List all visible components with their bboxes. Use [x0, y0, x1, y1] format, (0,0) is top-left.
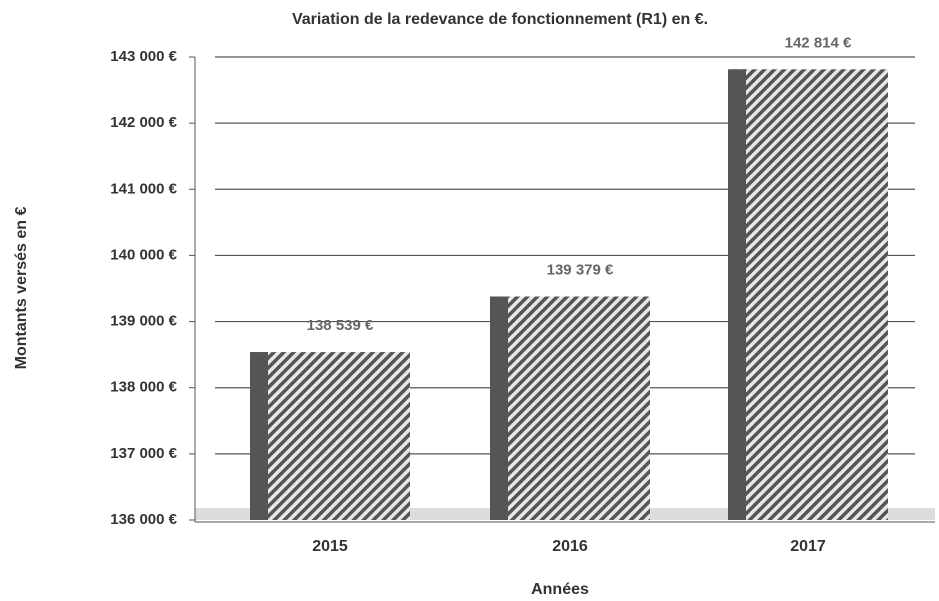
bar-side	[490, 296, 508, 520]
x-tick-label: 2015	[312, 538, 348, 555]
bar-side	[728, 69, 746, 520]
y-tick-label: 140 000 €	[110, 246, 177, 263]
y-tick-label: 141 000 €	[110, 180, 177, 197]
y-tick-label: 138 000 €	[110, 379, 177, 396]
y-axis-label: Montants versés en €	[13, 207, 30, 370]
y-tick-label: 142 000 €	[110, 114, 177, 131]
bar	[490, 296, 650, 520]
value-label: 138 539 €	[307, 317, 374, 334]
value-label: 139 379 €	[547, 261, 614, 278]
x-tick-label: 2017	[790, 538, 826, 555]
chart-title: Variation de la redevance de fonctionnem…	[292, 11, 708, 28]
bar-side	[250, 352, 268, 520]
value-label: 142 814 €	[785, 34, 852, 51]
x-axis-label: Années	[531, 581, 589, 598]
x-tick-label: 2016	[552, 538, 588, 555]
bar	[250, 352, 410, 520]
y-tick-label: 136 000 €	[110, 511, 177, 528]
y-tick-label: 143 000 €	[110, 48, 177, 65]
y-tick-label: 139 000 €	[110, 313, 177, 330]
bar	[728, 69, 888, 520]
y-tick-label: 137 000 €	[110, 445, 177, 462]
